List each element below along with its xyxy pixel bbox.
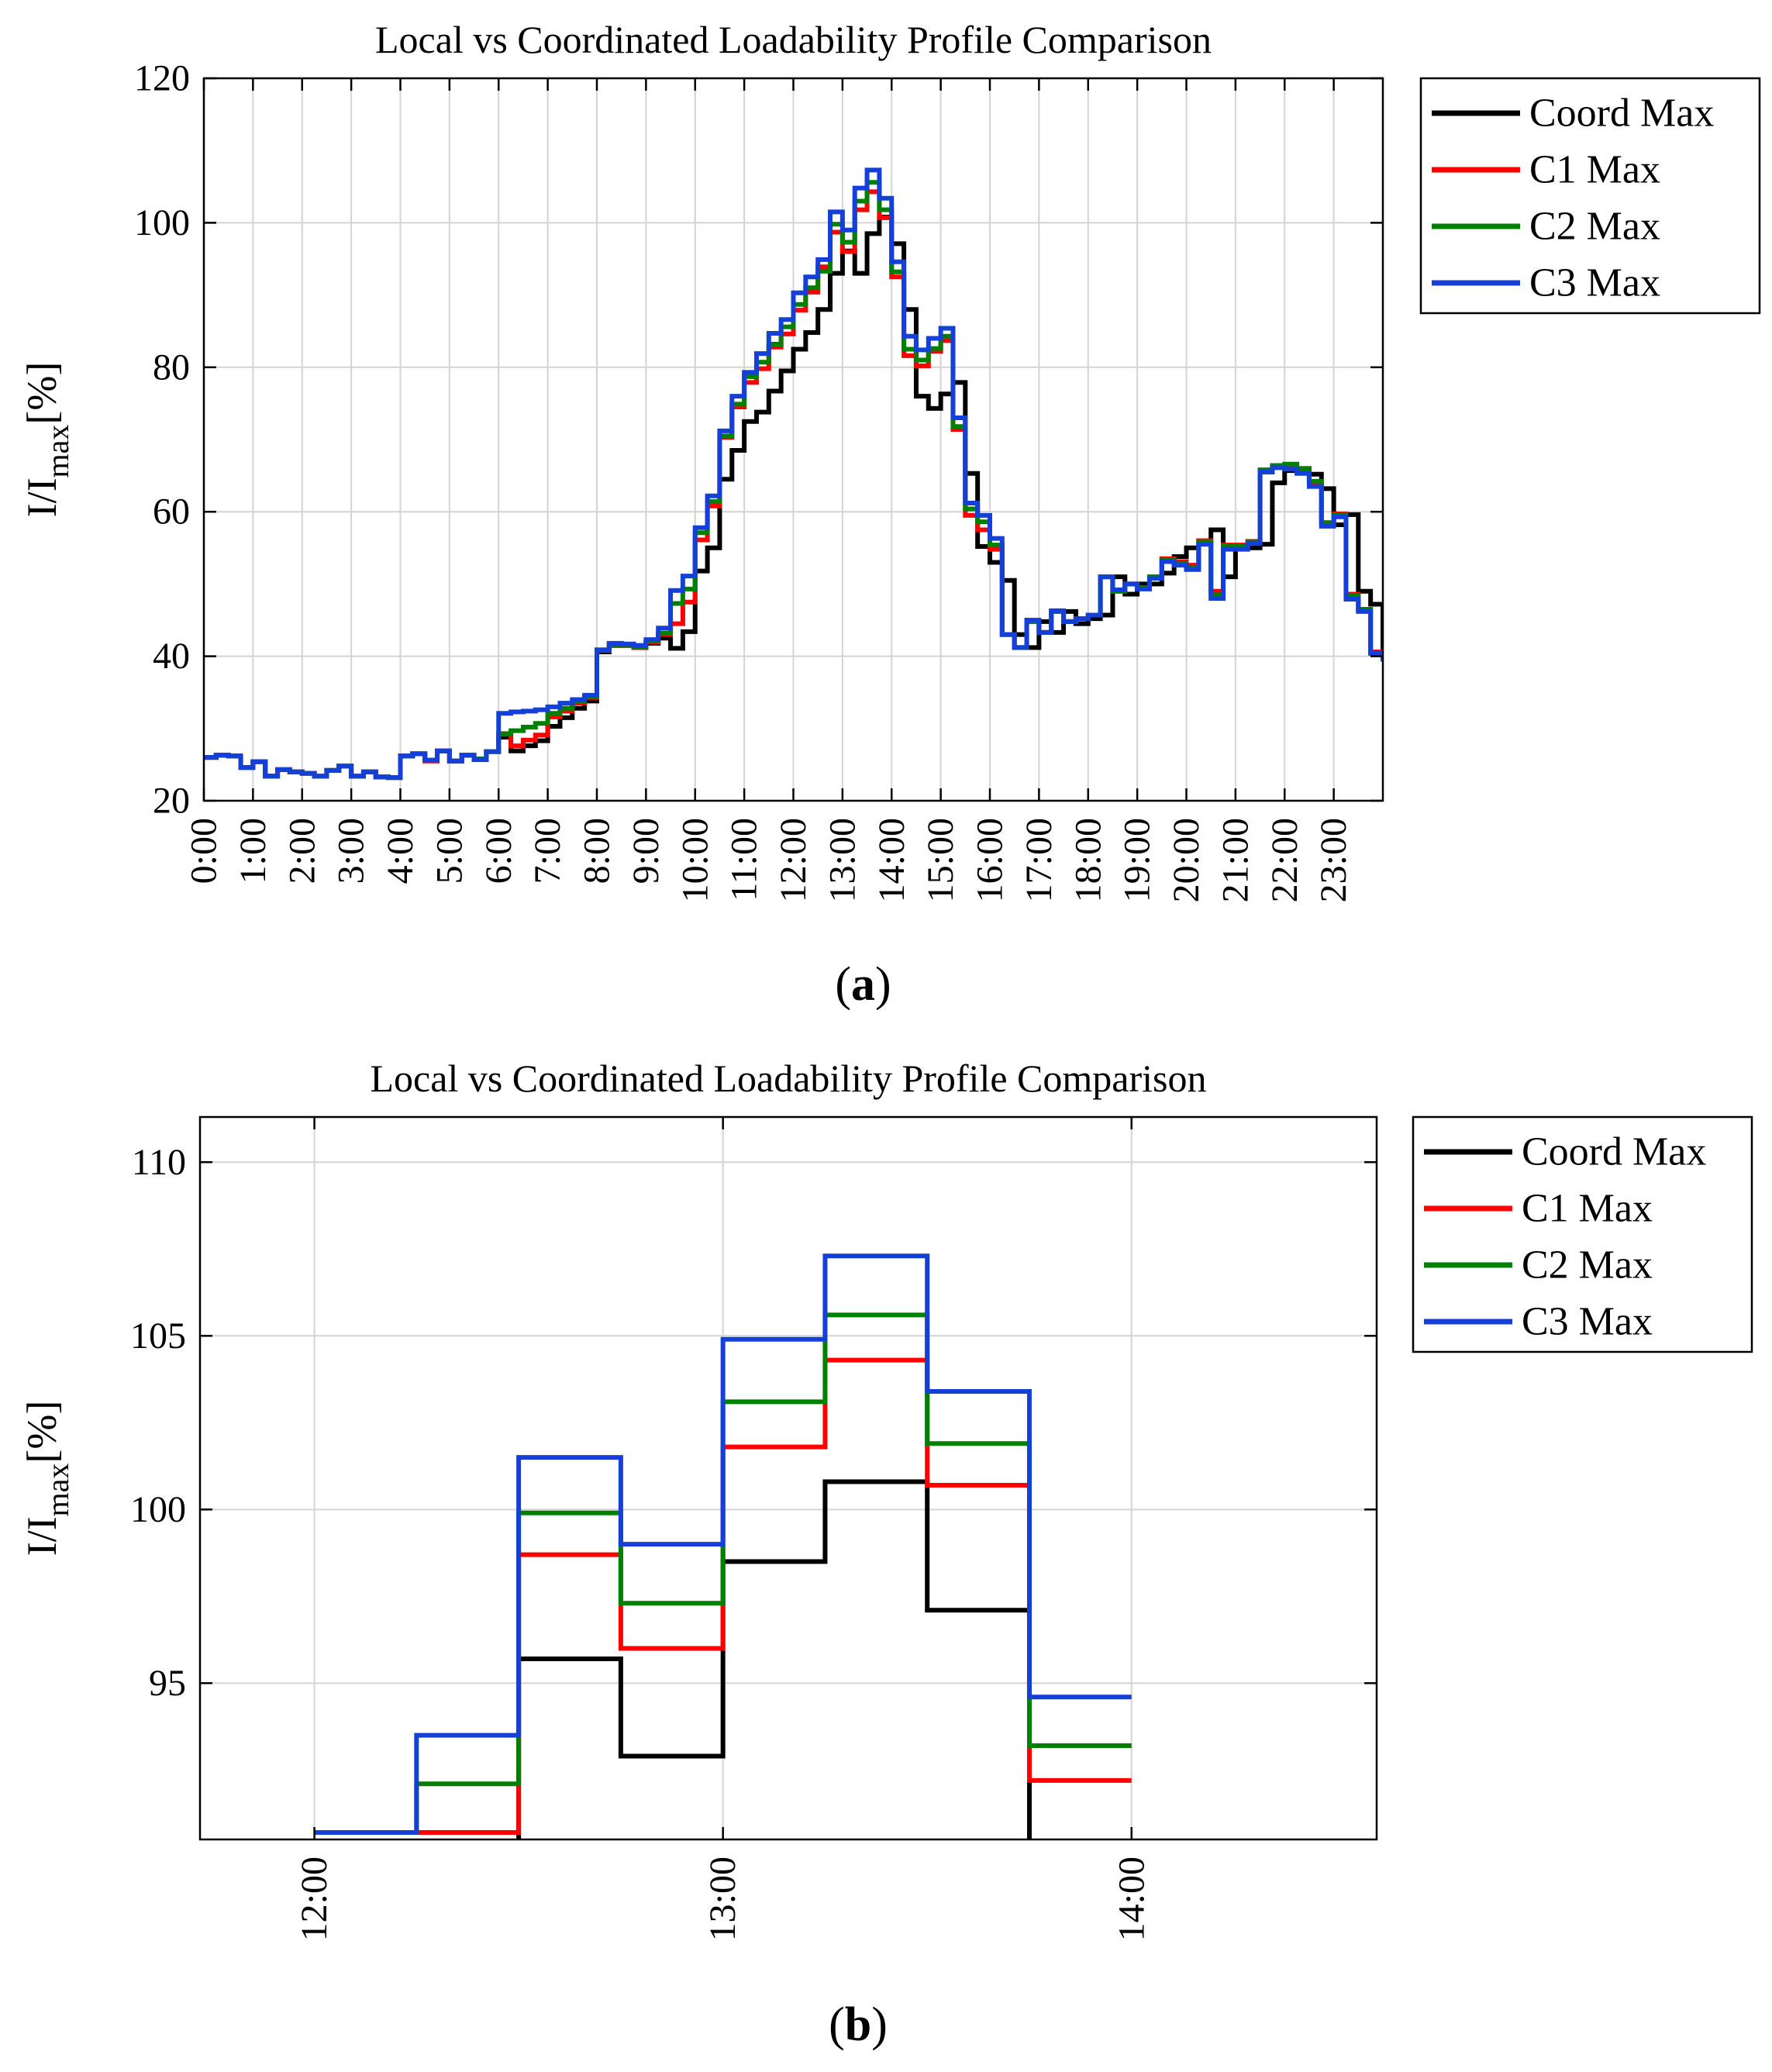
axes-box: [198, 1115, 1378, 1841]
chart-panel-a: 20 40 60 80 100 120 0:00 1:00 2:00 3:00 4:00 5:00 6:…: [19, 18, 1761, 1011]
x-tick-label: 3:00: [331, 818, 372, 884]
x-tick-label: 20:00: [1166, 818, 1207, 902]
x-tick-label: 1:00: [233, 818, 274, 884]
y-tick-label: 95: [149, 1663, 186, 1704]
x-tick-label: 14:00: [1111, 1857, 1152, 1941]
series-group: [314, 1253, 1132, 1839]
y-tick-label: 80: [153, 346, 190, 388]
panel-label: (a): [835, 958, 891, 1011]
legend: Coord Max C1 Max C2 Max C3 Max: [1419, 77, 1761, 315]
series-line-c3-max: [204, 167, 1383, 781]
legend-label: C1 Max: [1529, 148, 1660, 192]
y-axis-label-unit: [%]: [19, 1401, 65, 1464]
x-tick-label: 6:00: [478, 818, 519, 884]
series-group: [204, 167, 1383, 781]
y-axis-label-main: I/I: [19, 477, 65, 517]
x-tick-label: 12:00: [294, 1857, 335, 1941]
y-tick-label: 20: [153, 781, 190, 822]
chart-panel-b: 95 100 105 110 12:00 13:00 14:00 Local vs Coord…: [19, 1057, 1753, 2051]
legend-label: C1 Max: [1522, 1187, 1653, 1231]
y-axis-label: I/Imax[%]: [19, 1401, 75, 1557]
x-tick-label: 21:00: [1215, 818, 1256, 902]
x-tick-label: 0:00: [184, 818, 225, 884]
y-tick-label: 100: [130, 1489, 186, 1530]
x-tick-label: 11:00: [724, 818, 765, 902]
x-tick-label: 22:00: [1264, 818, 1305, 902]
x-tick-label: 10:00: [674, 818, 715, 902]
panel-label: (b): [829, 1998, 888, 2051]
y-tick-label: 40: [153, 636, 190, 677]
x-tick-label: 4:00: [380, 818, 421, 884]
x-tick-label: 2:00: [281, 818, 322, 884]
legend-box: [1412, 1115, 1753, 1353]
x-tick-label: 14:00: [871, 818, 912, 902]
x-tick-label: 13:00: [702, 1857, 743, 1941]
legend-label: C2 Max: [1522, 1243, 1653, 1288]
tick-marks: [202, 77, 1383, 802]
x-tick-label: 23:00: [1313, 818, 1354, 902]
legend-label: Coord Max: [1522, 1130, 1706, 1174]
tick-marks: [200, 1117, 1377, 1839]
legend: Coord Max C1 Max C2 Max C3 Max: [1412, 1115, 1753, 1353]
x-tick-label: 8:00: [577, 818, 618, 884]
y-axis-label-main: I/I: [19, 1516, 65, 1556]
series-line-c3-max: [314, 1253, 1132, 1836]
y-axis-label-subscript: max: [40, 1464, 75, 1517]
x-tick-label: 17:00: [1019, 818, 1060, 902]
x-tick-label: 16:00: [970, 818, 1011, 902]
legend-box: [1419, 77, 1761, 315]
y-tick-label: 120: [134, 58, 190, 99]
x-tick-label: 5:00: [429, 818, 470, 884]
y-tick-label: 100: [134, 202, 190, 243]
legend-label: C3 Max: [1522, 1300, 1653, 1344]
chart-title: Local vs Coordinated Loadability Profile…: [371, 1057, 1207, 1100]
x-tick-label: 12:00: [773, 818, 814, 902]
x-tick-label: 15:00: [920, 818, 961, 902]
y-axis-label-subscript: max: [40, 425, 75, 478]
legend-label: C3 Max: [1529, 261, 1660, 305]
y-tick-label: 60: [153, 491, 190, 533]
x-tick-label: 18:00: [1067, 818, 1108, 902]
chart-title: Local vs Coordinated Loadability Profile…: [375, 18, 1212, 61]
plot-area: [200, 1117, 1377, 1839]
legend-label: Coord Max: [1529, 91, 1714, 136]
x-tick-label: 19:00: [1117, 818, 1158, 902]
y-tick-label: 105: [130, 1315, 186, 1357]
y-axis-label-unit: [%]: [19, 362, 65, 425]
x-tick-label: 13:00: [822, 818, 863, 902]
legend-label: C2 Max: [1529, 205, 1660, 249]
x-tick-label: 7:00: [527, 818, 568, 884]
y-axis-label: I/Imax[%]: [19, 362, 75, 518]
x-tick-label: 9:00: [626, 818, 667, 884]
y-tick-label: 110: [132, 1142, 186, 1183]
